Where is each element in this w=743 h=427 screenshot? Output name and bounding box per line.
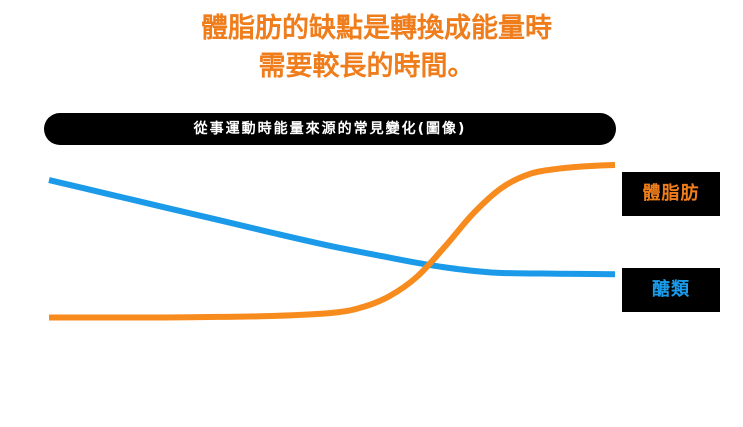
headline: 體脂肪的缺點是轉換成能量時 需要較長的時間。 [0,10,743,86]
chart-title: 從事運動時能量來源的常見變化(圖像) [44,113,616,145]
legend-label-carb: 醣類 [622,268,720,312]
headline-line-1: 體脂肪的缺點是轉換成能量時 [201,13,552,44]
series-line-carb [48,177,616,278]
headline-line-2: 需要較長的時間。 [258,51,475,82]
series-line-fat [49,161,616,321]
legend-label-fat: 體脂肪 [622,172,720,216]
